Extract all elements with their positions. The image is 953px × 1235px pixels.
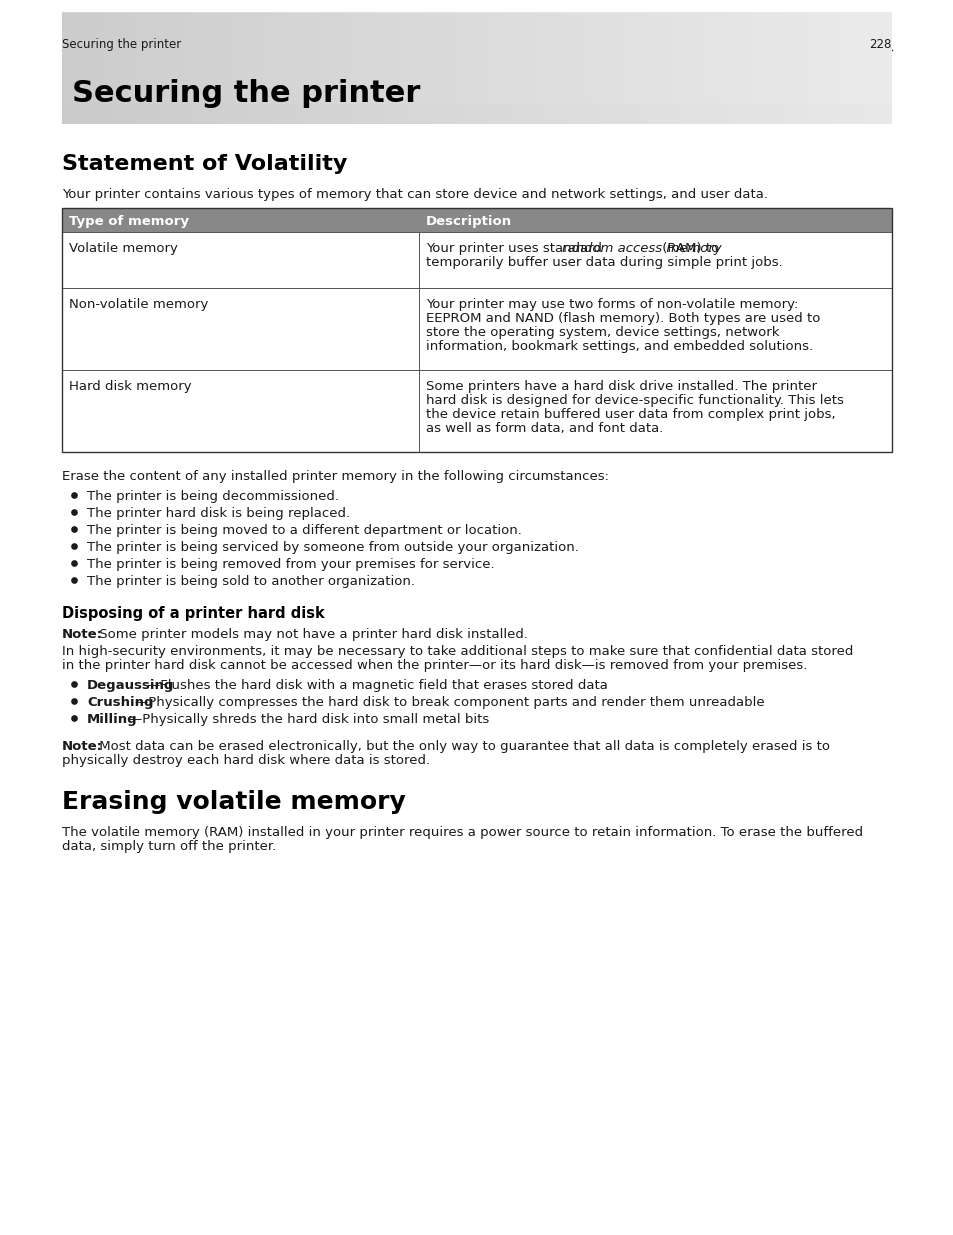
Bar [62,207,891,232]
Text: Statement of Volatility: Statement of Volatility [62,154,347,174]
Text: The printer is being moved to a different department or location.: The printer is being moved to a differen… [87,524,521,537]
Bar [62,288,891,370]
Text: The volatile memory (RAM) installed in your printer requires a power source to r: The volatile memory (RAM) installed in y… [62,826,862,839]
Text: temporarily buffer user data during simple print jobs.: temporarily buffer user data during simp… [425,256,781,269]
Text: Some printers have a hard disk drive installed. The printer: Some printers have a hard disk drive ins… [425,380,816,393]
Text: Your printer contains various types of memory that can store device and network : Your printer contains various types of m… [62,188,767,201]
Text: Your printer uses standard: Your printer uses standard [425,242,605,254]
Text: Description: Description [425,215,512,227]
Bar [62,370,891,452]
Text: Some printer models may not have a printer hard disk installed.: Some printer models may not have a print… [95,629,527,641]
Text: store the operating system, device settings, network: store the operating system, device setti… [425,326,779,338]
Text: (RAM) to: (RAM) to [658,242,719,254]
Text: Type of memory: Type of memory [69,215,189,227]
Bar [62,232,891,288]
Bar [62,207,891,452]
Text: Erase the content of any installed printer memory in the following circumstances: Erase the content of any installed print… [62,471,608,483]
Text: Note:: Note: [62,740,103,753]
Text: information, bookmark settings, and embedded solutions.: information, bookmark settings, and embe… [425,340,812,353]
Text: Note:: Note: [62,629,103,641]
Text: the device retain buffered user data from complex print jobs,: the device retain buffered user data fro… [425,408,835,421]
Text: The printer hard disk is being replaced.: The printer hard disk is being replaced. [87,508,350,520]
Text: Erasing volatile memory: Erasing volatile memory [62,790,405,814]
Text: Volatile memory: Volatile memory [69,242,177,254]
Text: EEPROM and NAND (flash memory). Both types are used to: EEPROM and NAND (flash memory). Both typ… [425,312,820,325]
Text: Your printer may use two forms of non-volatile memory:: Your printer may use two forms of non-vo… [425,298,798,311]
Text: —Flushes the hard disk with a magnetic field that erases stored data: —Flushes the hard disk with a magnetic f… [148,679,608,692]
Text: 228: 228 [869,38,891,51]
Text: Milling: Milling [87,713,137,726]
Text: Crushing: Crushing [87,697,153,709]
Text: Most data can be erased electronically, but the only way to guarantee that all d: Most data can be erased electronically, … [95,740,829,753]
Text: Disposing of a printer hard disk: Disposing of a printer hard disk [62,606,324,621]
Text: random access memory: random access memory [561,242,721,254]
Text: physically destroy each hard disk where data is stored.: physically destroy each hard disk where … [62,755,430,767]
Text: Degaussing: Degaussing [87,679,174,692]
Text: In high-security environments, it may be necessary to take additional steps to m: In high-security environments, it may be… [62,645,853,658]
Text: data, simply turn off the printer.: data, simply turn off the printer. [62,840,276,853]
Text: —Physically shreds the hard disk into small metal bits: —Physically shreds the hard disk into sm… [130,713,489,726]
Text: Securing the printer: Securing the printer [71,79,420,107]
Text: Hard disk memory: Hard disk memory [69,380,192,393]
Text: in the printer hard disk cannot be accessed when the printer—or its hard disk—is: in the printer hard disk cannot be acces… [62,659,806,672]
Text: The printer is being sold to another organization.: The printer is being sold to another org… [87,576,415,588]
Text: Non-volatile memory: Non-volatile memory [69,298,208,311]
Text: Securing the printer: Securing the printer [62,38,181,51]
Text: The printer is being removed from your premises for service.: The printer is being removed from your p… [87,558,494,571]
Text: The printer is being decommissioned.: The printer is being decommissioned. [87,490,338,503]
Text: The printer is being serviced by someone from outside your organization.: The printer is being serviced by someone… [87,541,578,555]
Text: —Physically compresses the hard disk to break component parts and render them un: —Physically compresses the hard disk to … [135,697,764,709]
Text: hard disk is designed for device-specific functionality. This lets: hard disk is designed for device-specifi… [425,394,842,408]
Text: as well as form data, and font data.: as well as form data, and font data. [425,422,662,435]
